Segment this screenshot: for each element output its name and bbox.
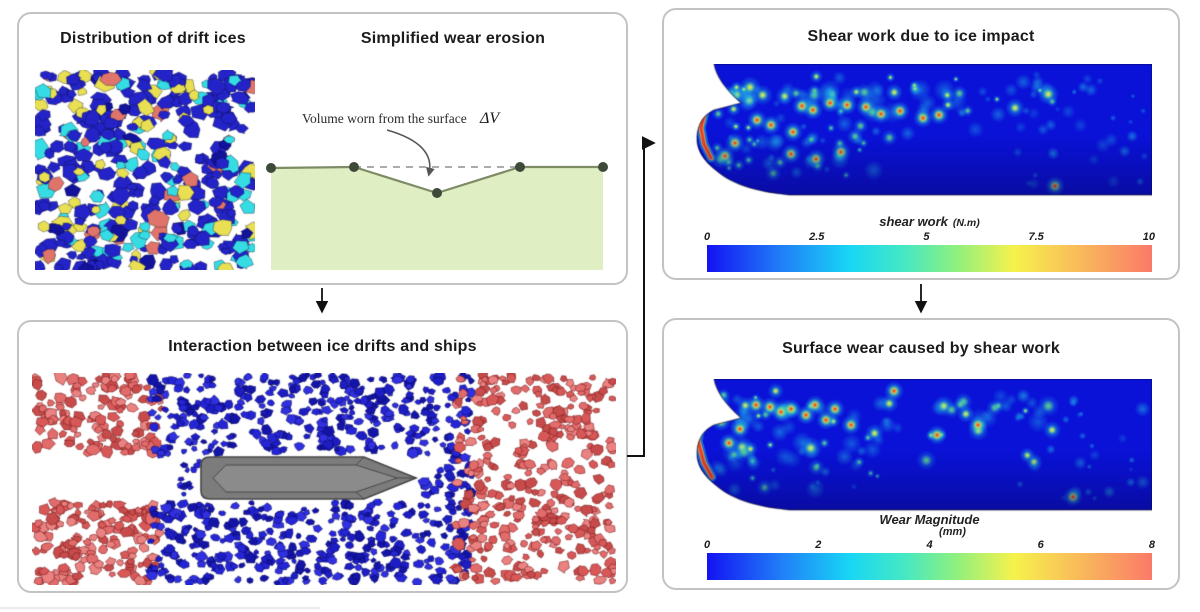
colorbar-unit-mm: (mm) (939, 526, 966, 538)
drift-ice-distribution-image (35, 70, 255, 270)
wear-erosion-diagram: Volume worn from the surface ΔV (266, 110, 608, 270)
panel-shear-work: Shear work due to ice impact shear work (… (662, 8, 1180, 280)
panel-ice-ship-interaction: Interaction between ice drifts and ships (17, 320, 628, 593)
colorbar-tick: 0 (704, 231, 711, 243)
colorbar-tick: 7.5 (1028, 231, 1044, 243)
title-interaction: Interaction between ice drifts and ships (168, 338, 477, 355)
surface-node (515, 162, 525, 172)
panel-drift-ices: Distribution of drift ices Simplified we… (17, 12, 628, 285)
colorbar-tick: 2.5 (809, 231, 825, 243)
shear-work-heatmap (695, 64, 1152, 197)
title-shear-work: Shear work due to ice impact (807, 28, 1035, 45)
surface-node (598, 162, 608, 172)
colorbar-unit-text: (N.m) (952, 217, 980, 229)
surface-node (432, 188, 442, 198)
colorbar-tick: 4 (926, 539, 933, 551)
colorbar-ticks-wear: 0 2 4 6 8 (704, 539, 1155, 551)
panel-surface-wear: Surface wear caused by shear work Wear M… (662, 318, 1180, 590)
title-distribution-of-drift-ices: Distribution of drift ices (60, 30, 246, 47)
colorbar-gradient-wear (707, 553, 1152, 580)
colorbar-label-shear-work: shear work (N.m) (707, 214, 1152, 229)
delta-v-symbol: ΔV (479, 110, 501, 127)
colorbar-tick: 8 (1148, 539, 1155, 551)
surface-wear-heatmap (695, 379, 1152, 512)
surface-node (266, 163, 276, 173)
title-surface-wear: Surface wear caused by shear work (782, 340, 1060, 357)
colorbar-gradient-shear (707, 245, 1152, 272)
screenshot-artifact-line (0, 607, 320, 609)
title-simplified-wear-erosion: Simplified wear erosion (360, 30, 546, 47)
colorbar-tick: 10 (1142, 231, 1155, 243)
colorbar-ticks-shear: 0 2.5 5 7.5 10 (704, 231, 1155, 243)
colorbar-label-wear-magnitude: Wear Magnitude (879, 512, 980, 527)
surface-node (349, 162, 359, 172)
colorbar-label-text: shear work (879, 214, 948, 229)
annotation-curved-arrow (386, 129, 435, 177)
worn-surface-fill (271, 167, 603, 270)
erosion-annotation-text: Volume worn from the surface (302, 111, 467, 126)
colorbar-tick: 6 (1037, 539, 1044, 551)
colorbar-tick: 2 (815, 539, 822, 551)
colorbar-tick: 0 (704, 539, 711, 551)
ice-ship-interaction-image (32, 373, 616, 585)
connector-interaction-to-shear (627, 136, 656, 457)
colorbar-tick: 5 (923, 231, 930, 243)
